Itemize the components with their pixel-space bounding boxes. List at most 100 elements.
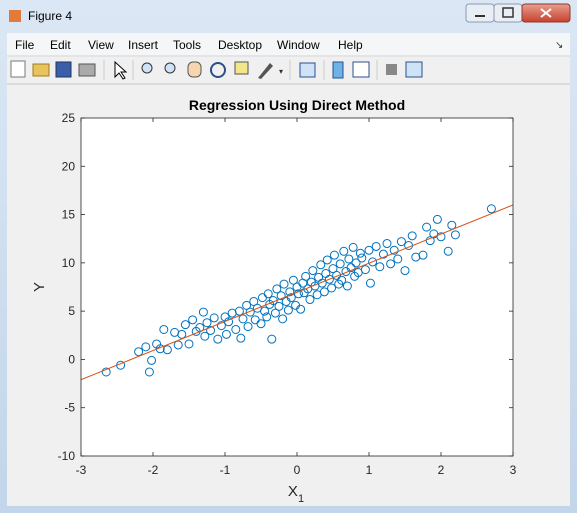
svg-text:▾: ▾ — [279, 67, 283, 76]
scatter-point — [368, 257, 378, 267]
scatter-point — [177, 329, 187, 339]
x-axis-label-subscript: 1 — [298, 493, 304, 505]
colorbar-icon[interactable] — [332, 61, 344, 79]
minimize-button[interactable] — [465, 3, 495, 23]
scatter-point — [389, 245, 399, 255]
datacursor-icon[interactable] — [234, 61, 249, 75]
menu-item[interactable]: Help — [338, 38, 363, 52]
scatter-point — [267, 334, 277, 344]
scatter-point — [316, 260, 326, 270]
scatter-point — [260, 306, 270, 316]
scatter-point — [147, 355, 157, 365]
brush-icon[interactable] — [258, 63, 273, 79]
scatter-point — [375, 262, 385, 272]
hide-tools-icon[interactable] — [386, 64, 397, 75]
scatter-point — [357, 253, 367, 263]
scatter-point — [236, 333, 246, 343]
y-tick-label: 5 — [68, 304, 75, 318]
scatter-point — [324, 274, 334, 284]
maximize-button[interactable] — [493, 3, 523, 23]
scatter-point — [396, 237, 406, 247]
scatter-point — [328, 264, 338, 274]
x-tick-label: -1 — [220, 463, 231, 477]
scatter-point — [360, 265, 370, 275]
scatter-point — [301, 271, 311, 281]
pointer-icon[interactable] — [114, 60, 128, 80]
scatter-point — [279, 279, 289, 289]
dock-icon[interactable] — [405, 61, 423, 78]
print-icon[interactable] — [78, 63, 96, 77]
toolbar: ▾ — [10, 60, 423, 80]
new-icon[interactable] — [10, 60, 26, 78]
scatter-point — [202, 318, 212, 328]
scatter-point — [263, 289, 273, 299]
scatter-point — [344, 254, 354, 264]
zoom-out-icon[interactable] — [164, 62, 176, 74]
scatter-point — [200, 331, 210, 341]
scatter-point — [322, 255, 332, 265]
menu: File Edit View Insert Tools Desktop Window Help — [15, 38, 363, 52]
scatter-point — [256, 319, 266, 329]
scatter-point — [288, 275, 298, 285]
scatter-point — [144, 367, 154, 377]
scatter-point — [422, 222, 432, 232]
zoom-in-icon[interactable] — [141, 62, 153, 74]
scatter-point — [348, 242, 358, 252]
scatter-point — [486, 204, 496, 214]
menu-item[interactable]: File — [15, 38, 35, 52]
scatter-point — [365, 278, 375, 288]
y-tick-label: -10 — [58, 449, 76, 463]
menu-item[interactable]: View — [88, 38, 114, 52]
menu-item[interactable]: Edit — [50, 38, 71, 52]
scatter-point — [283, 305, 293, 315]
scatter-point — [418, 250, 428, 260]
save-icon[interactable] — [55, 61, 72, 78]
axes-background — [81, 118, 513, 456]
scatter-point — [342, 281, 352, 291]
scatter-point — [231, 324, 241, 334]
scatter-point — [382, 239, 392, 249]
scatter-point — [278, 314, 288, 324]
scatter-point — [400, 266, 410, 276]
x-axis-label-main: X — [288, 483, 298, 500]
scatter-point — [141, 342, 151, 352]
scatter-point — [319, 287, 329, 297]
rotate-icon[interactable] — [210, 62, 226, 78]
x-tick-label: 2 — [438, 463, 445, 477]
menu-dock-arrow[interactable]: ↘ — [555, 40, 563, 51]
scatter-point — [432, 214, 442, 224]
scatter-point — [206, 325, 216, 335]
axes-box — [80, 117, 514, 457]
y-tick-label: 0 — [68, 352, 75, 366]
scatter-point — [209, 313, 219, 323]
scatter-point — [173, 340, 183, 350]
window-icon — [9, 10, 21, 22]
scatter-point — [450, 230, 460, 240]
scatter-point — [159, 324, 169, 334]
menu-item[interactable]: Insert — [128, 38, 159, 52]
x-tick-label: -2 — [148, 463, 159, 477]
scatter-point — [270, 308, 280, 318]
scatter-point — [346, 263, 356, 273]
menu-bar — [7, 33, 570, 55]
link-icon[interactable] — [299, 62, 316, 78]
window-title: Figure 4 — [28, 9, 72, 23]
menu-item[interactable]: Window — [277, 38, 320, 52]
scatter-point — [238, 314, 248, 324]
scatter-point — [221, 329, 231, 339]
menu-item[interactable]: Desktop — [218, 38, 262, 52]
scatter-point — [213, 334, 223, 344]
pan-icon[interactable] — [187, 61, 202, 78]
open-icon[interactable] — [32, 63, 50, 77]
scatter-point — [393, 254, 403, 264]
scatter-point — [327, 283, 337, 293]
y-axis-label: Y — [31, 282, 48, 292]
x-tick-label: 3 — [510, 463, 517, 477]
scatter-point — [198, 307, 208, 317]
scatter-point — [180, 320, 190, 330]
legend-icon[interactable] — [352, 61, 370, 78]
menu-item[interactable]: Tools — [173, 38, 201, 52]
scatter-point — [242, 300, 252, 310]
scatter-point — [351, 258, 361, 268]
